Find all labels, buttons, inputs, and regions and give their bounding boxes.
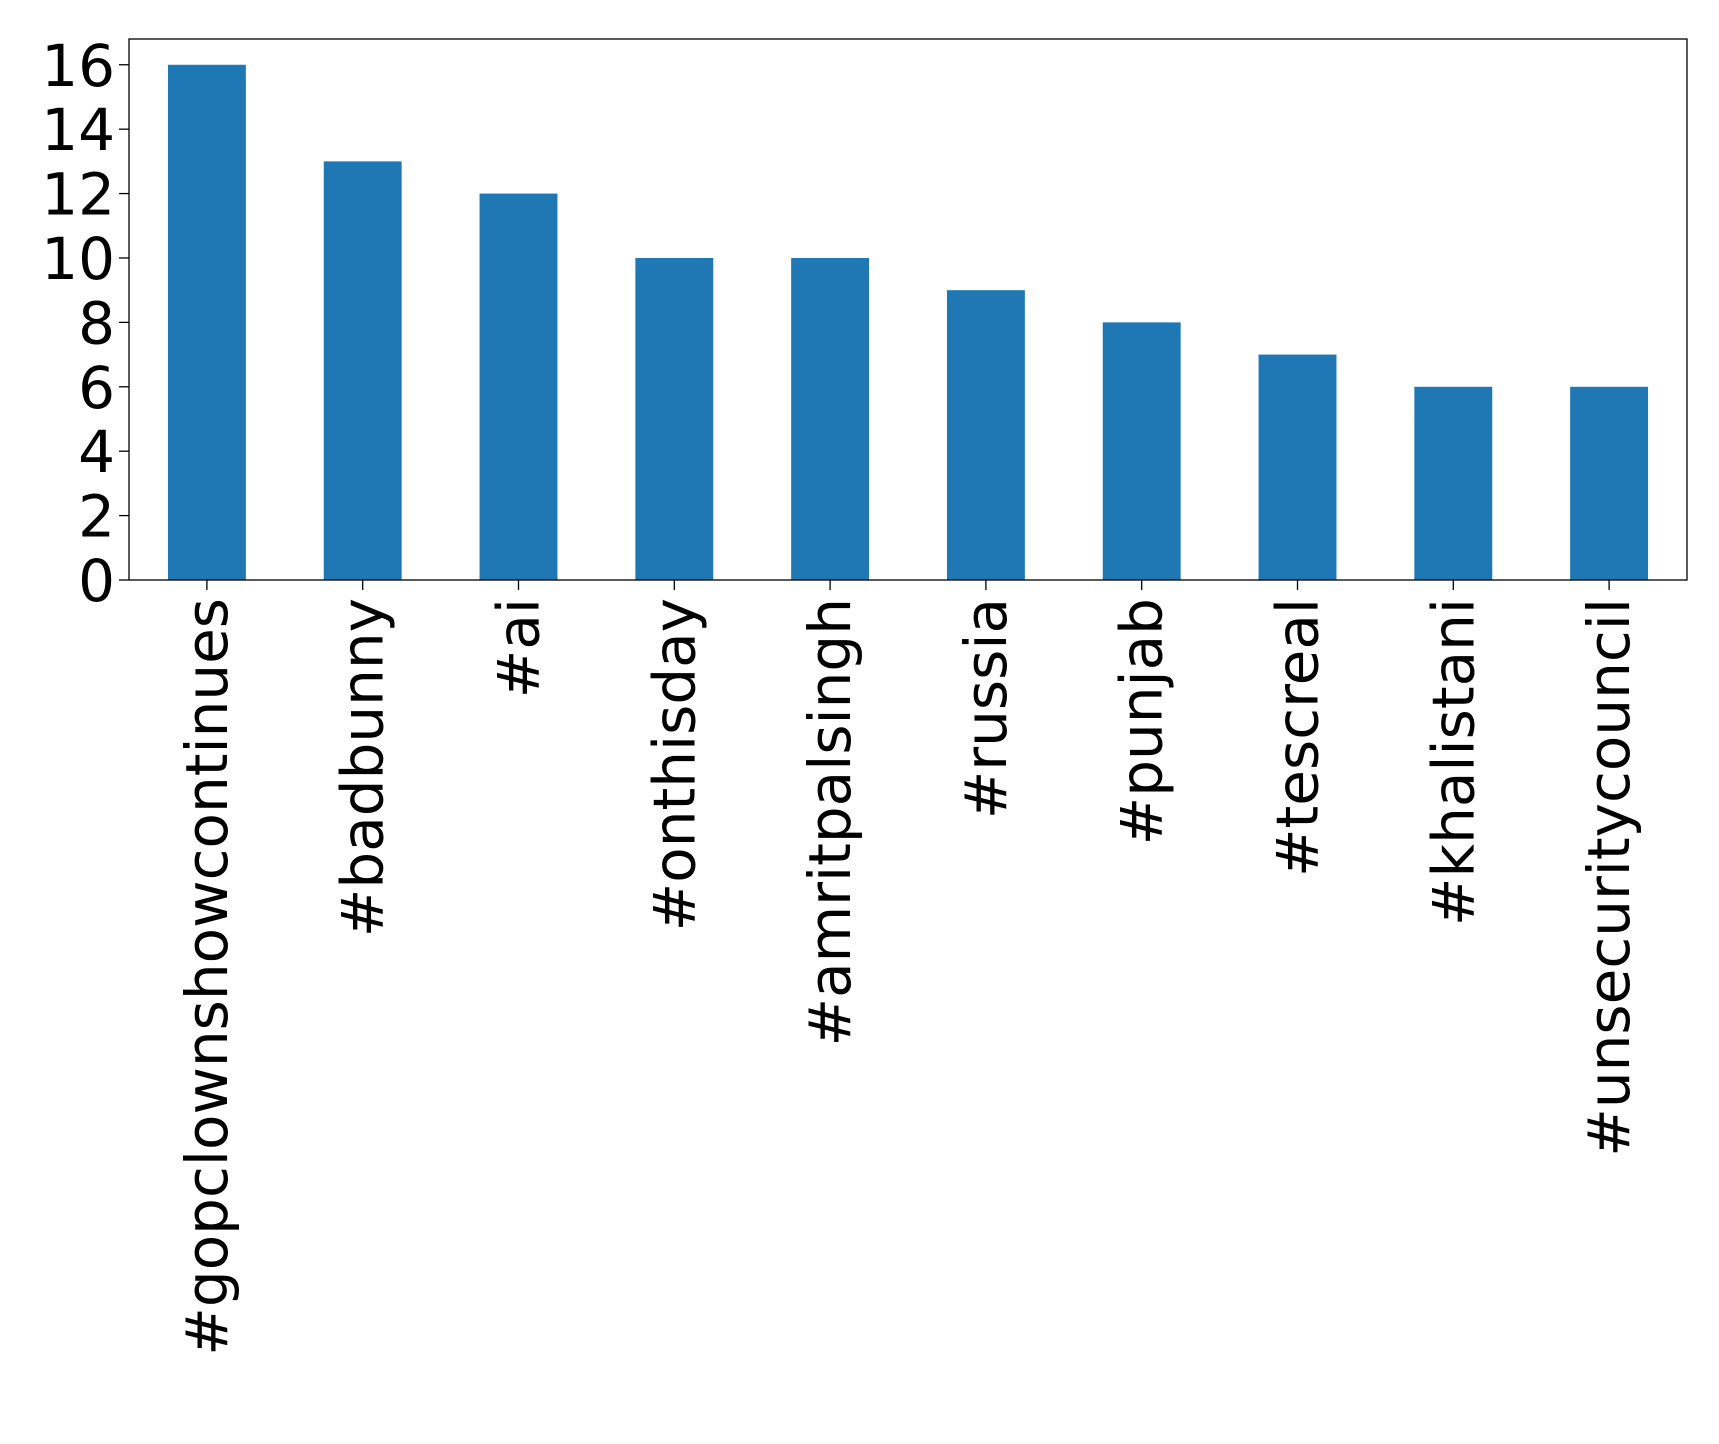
bars-group [167, 64, 1649, 581]
x-tick-label: #onthisday [640, 598, 708, 931]
y-tick-label: 16 [41, 32, 115, 100]
x-tick-label: #unsecuritycouncil [1575, 598, 1643, 1157]
bar-punjab [1102, 322, 1181, 580]
bar-amritpalsingh [791, 257, 870, 580]
y-tick-label: 12 [41, 161, 115, 229]
y-tick-label: 2 [78, 483, 115, 551]
y-tick-label: 10 [41, 225, 115, 293]
x-tick-label: #amritpalsingh [796, 598, 864, 1046]
y-tick-label: 14 [41, 96, 115, 164]
plot-frame [128, 38, 1688, 581]
bar-gopclownshowcontinues [167, 64, 246, 580]
x-tick-label: #khalistani [1419, 598, 1487, 926]
y-tick-label: 6 [78, 354, 115, 422]
x-tick-label: #punjab [1108, 598, 1176, 845]
bar-tescreal [1258, 354, 1337, 580]
bar-ai [479, 193, 558, 581]
x-axis: #gopclownshowcontinues #badbunny #ai #onthi… [173, 580, 1643, 1356]
y-tick-label: 0 [78, 547, 115, 615]
y-tick-label: 8 [78, 289, 115, 357]
x-tick-label: #gopclownshowcontinues [173, 598, 241, 1356]
bar-khalistani [1414, 386, 1493, 580]
bar-badbunny [323, 161, 402, 580]
y-tick-label: 4 [78, 418, 115, 486]
x-tick-label: #badbunny [329, 598, 397, 937]
x-tick-label: #ai [485, 598, 553, 698]
bar-russia [946, 290, 1025, 580]
x-tick-label: #tescreal [1264, 598, 1332, 877]
bar-unsecuritycouncil [1570, 386, 1649, 580]
x-tick-label: #russia [952, 598, 1020, 819]
bar-onthisday [635, 257, 714, 580]
